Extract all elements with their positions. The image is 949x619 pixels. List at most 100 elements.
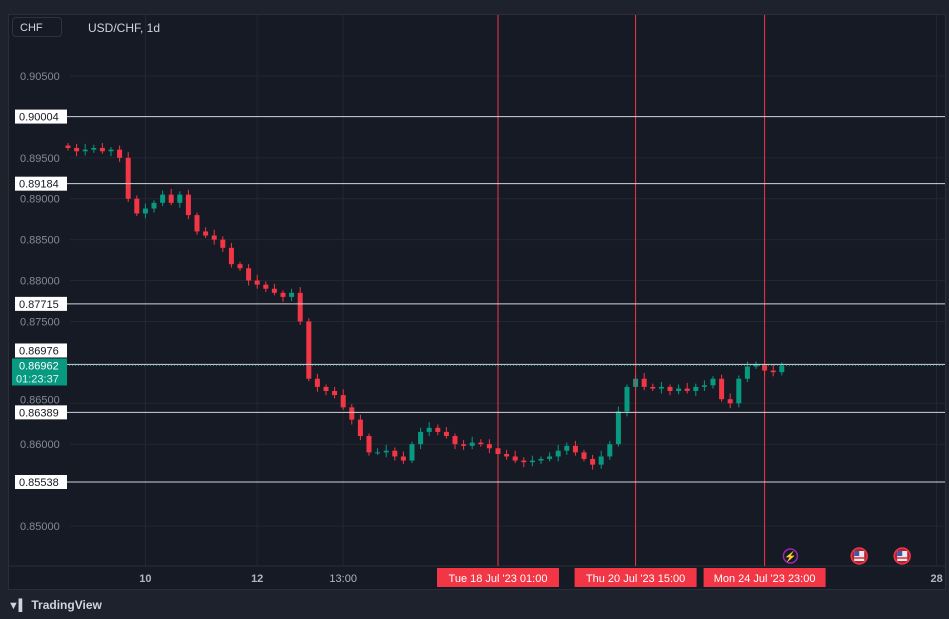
candle-body xyxy=(263,284,269,289)
candle-body xyxy=(581,452,587,459)
level-label: 0.85538 xyxy=(19,477,59,489)
tv-logo-icon: ▼▍ xyxy=(8,599,28,612)
candle-body xyxy=(486,444,492,449)
y-tick-label: 0.87500 xyxy=(20,316,60,328)
y-tick-label: 0.89500 xyxy=(20,153,60,165)
level-label-bg xyxy=(15,296,67,311)
candle-body xyxy=(641,378,647,387)
candle-body xyxy=(366,436,372,453)
candle-body xyxy=(383,450,389,453)
candle-body xyxy=(91,148,97,150)
candle-body xyxy=(306,321,312,379)
candle-body xyxy=(297,292,303,322)
candle-body xyxy=(314,378,320,387)
candle-body xyxy=(254,280,260,285)
candle-body xyxy=(469,442,475,446)
candle-body xyxy=(779,365,785,373)
candle-body xyxy=(125,157,131,199)
candle-body xyxy=(710,378,716,386)
candle-body xyxy=(650,386,656,389)
candle-body xyxy=(443,431,449,437)
candle-body xyxy=(564,445,570,451)
candle-body xyxy=(375,452,381,454)
candle-body xyxy=(426,427,432,432)
candle-body xyxy=(684,388,690,392)
candle-body xyxy=(624,386,630,412)
candle-body xyxy=(409,444,415,461)
candle-body xyxy=(160,194,166,203)
candle-body xyxy=(280,292,286,297)
candle-body xyxy=(82,149,88,152)
candle-body xyxy=(177,194,183,203)
candle-body xyxy=(744,366,750,379)
x-tick-label: 10 xyxy=(139,573,151,585)
candle-body xyxy=(211,235,217,240)
candle-body xyxy=(117,149,123,158)
candle-body xyxy=(676,388,682,392)
candle-body xyxy=(246,268,252,281)
level-label: 0.86976 xyxy=(19,345,59,357)
candle-body xyxy=(555,450,561,457)
candle-body xyxy=(770,370,776,373)
candle-body xyxy=(452,436,458,445)
level-label-bg xyxy=(15,109,67,124)
level-label: 0.87715 xyxy=(19,299,59,311)
candle-body xyxy=(435,427,441,432)
candle-body xyxy=(538,458,544,461)
vertical-marker-label-bg xyxy=(437,568,559,587)
candle-body xyxy=(615,411,621,445)
vertical-marker-label-bg xyxy=(574,568,697,587)
current-price-label: 0.86962 xyxy=(19,360,59,372)
chart-frame[interactable] xyxy=(8,14,946,590)
candle-body xyxy=(547,456,553,459)
level-label-bg xyxy=(15,176,67,191)
y-tick-label: 0.88500 xyxy=(20,235,60,247)
candle-body xyxy=(400,456,406,461)
vertical-marker-label: Mon 24 Jul '23 23:00 xyxy=(714,573,816,585)
candle-body xyxy=(504,454,510,457)
candle-body xyxy=(323,386,329,392)
lightning-glyph: ⚡ xyxy=(784,550,796,563)
candle-body xyxy=(340,395,346,408)
x-tick-label: 28 xyxy=(930,573,942,585)
y-tick-label: 0.85000 xyxy=(20,521,60,533)
candle-body xyxy=(598,456,604,465)
level-label-bg xyxy=(15,474,67,489)
y-tick-label: 0.88000 xyxy=(20,276,60,288)
candle-body xyxy=(332,391,338,396)
lightning-icon[interactable] xyxy=(782,548,799,564)
candle-body xyxy=(99,148,105,152)
flag-canton xyxy=(897,551,903,556)
candle-body xyxy=(461,444,467,446)
countdown-label: 01:23:37 xyxy=(16,373,59,385)
candle-body xyxy=(185,194,191,216)
candle-body xyxy=(392,450,398,457)
y-tick-label: 0.90500 xyxy=(20,71,60,83)
candle-body xyxy=(289,292,295,297)
candle-body xyxy=(220,239,226,248)
candle-body xyxy=(108,149,114,152)
y-tick-label: 0.86500 xyxy=(20,394,60,406)
symbol-button[interactable]: CHF xyxy=(12,17,62,37)
vertical-marker-label: Thu 20 Jul '23 15:00 xyxy=(586,573,685,585)
x-tick-label: 12 xyxy=(251,573,263,585)
candle-body xyxy=(512,456,518,461)
candle-body xyxy=(203,231,209,236)
tradingview-logo[interactable]: ▼▍ TradingView xyxy=(8,598,102,612)
candle-body xyxy=(529,460,535,463)
candle-body xyxy=(727,399,733,404)
brand-name: TradingView xyxy=(31,598,102,612)
candle-body xyxy=(418,431,424,445)
candle-body xyxy=(736,378,742,404)
candle-body xyxy=(237,264,243,269)
candle-body xyxy=(667,386,673,392)
level-label: 0.86389 xyxy=(19,407,59,419)
candle-body xyxy=(719,378,725,400)
y-tick-label: 0.89000 xyxy=(20,194,60,206)
vertical-marker-label: Tue 18 Jul '23 01:00 xyxy=(449,573,548,585)
level-label: 0.90004 xyxy=(19,112,59,124)
candle-body xyxy=(658,386,664,389)
candle-body xyxy=(134,198,140,214)
vertical-marker-label-bg xyxy=(703,568,826,587)
